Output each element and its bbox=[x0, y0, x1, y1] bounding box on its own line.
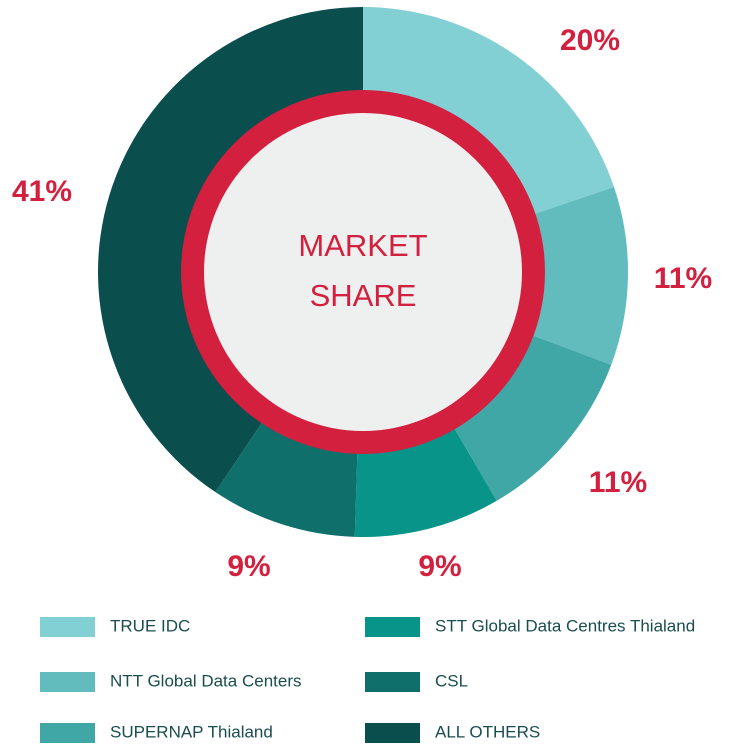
value-label: 9% bbox=[418, 550, 461, 583]
legend-label: SUPERNAP Thialand bbox=[110, 722, 273, 741]
legend-label: NTT Global Data Centers bbox=[110, 671, 301, 690]
center bbox=[204, 113, 522, 431]
value-label: 20% bbox=[560, 24, 620, 57]
value-label: 9% bbox=[227, 550, 270, 583]
value-label: 41% bbox=[12, 175, 72, 208]
value-label: 11% bbox=[589, 466, 647, 499]
legend-label: TRUE IDC bbox=[110, 616, 190, 635]
legend-swatch bbox=[365, 723, 420, 743]
value-label: 11% bbox=[654, 262, 712, 295]
legend-swatch bbox=[365, 617, 420, 637]
legend-label: CSL bbox=[435, 671, 468, 690]
legend-swatch bbox=[365, 672, 420, 692]
legend-swatch bbox=[40, 617, 95, 637]
center-text: MARKET bbox=[298, 228, 427, 263]
legend-swatch bbox=[40, 672, 95, 692]
center-text: SHARE bbox=[310, 278, 417, 313]
legend-label: ALL OTHERS bbox=[435, 722, 540, 741]
legend-swatch bbox=[40, 723, 95, 743]
legend-label: STT Global Data Centres Thialand bbox=[435, 616, 695, 635]
